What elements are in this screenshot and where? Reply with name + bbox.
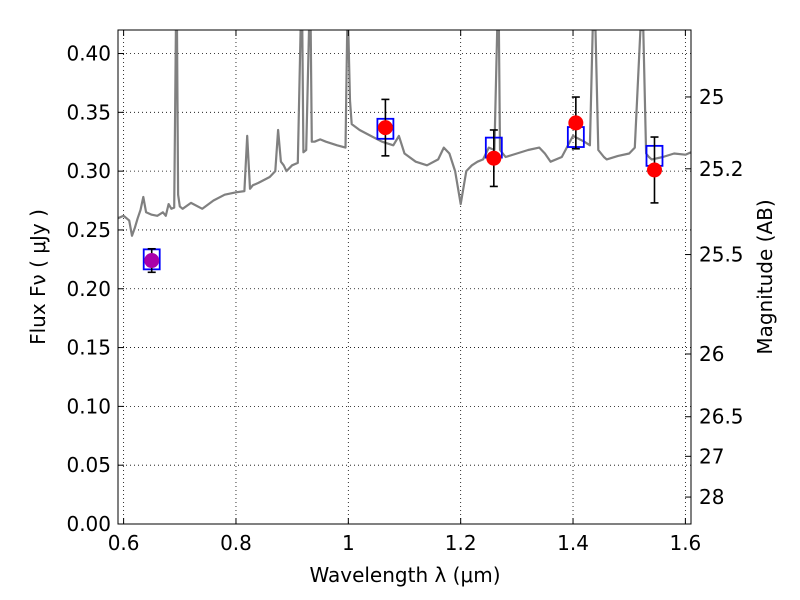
- y-tick-label: 0.35: [66, 100, 111, 124]
- mag-tick-label: 26.5: [699, 405, 744, 429]
- y-axis-label: Flux Fν ( μJy ): [26, 209, 50, 345]
- y2-axis-label: Magnitude (AB): [753, 199, 777, 354]
- x-tick-label: 1.4: [557, 531, 589, 555]
- observed-flux-point: [646, 162, 662, 178]
- axes: 0.6 0.8 1 1.2 1.4 1.6 0.00 0.05 0.10 0.15 0.20 0.25…: [66, 30, 744, 555]
- y-tick-label: 0.20: [66, 277, 111, 301]
- data-layer: [118, 30, 691, 274]
- observed-flux-point: [486, 150, 502, 166]
- y-tick-label: 0.00: [66, 512, 111, 536]
- mag-tick-label: 28: [699, 485, 724, 509]
- x-tick-label: 0.8: [220, 531, 252, 555]
- x-tick-label: 1.6: [669, 531, 701, 555]
- y-tick-label: 0.10: [66, 394, 111, 418]
- mag-tick-label: 27: [699, 444, 724, 468]
- x-axis-label: Wavelength λ (μm): [309, 563, 500, 587]
- y-tick-label: 0.40: [66, 42, 111, 66]
- y-tick-label: 0.25: [66, 218, 111, 242]
- x-tick-label: 1.2: [445, 531, 477, 555]
- x-tick-label: 1: [342, 531, 355, 555]
- observed-flux-point: [144, 253, 160, 269]
- plot-frame: [117, 29, 692, 525]
- mag-tick-label: 25.5: [699, 243, 744, 267]
- y-tick-label: 0.30: [66, 159, 111, 183]
- y-tick-label: 0.05: [66, 453, 111, 477]
- observed-flux-point: [568, 115, 584, 131]
- observed-flux-point: [377, 120, 393, 136]
- mag-tick-label: 26: [699, 342, 724, 366]
- plot-background: [118, 30, 691, 524]
- sed-template-line: [118, 30, 691, 237]
- mag-tick-label: 25: [699, 85, 724, 109]
- x-tick-label: 0.6: [108, 531, 140, 555]
- y-tick-label: 0.15: [66, 336, 111, 360]
- mag-tick-label: 25.2: [699, 157, 744, 181]
